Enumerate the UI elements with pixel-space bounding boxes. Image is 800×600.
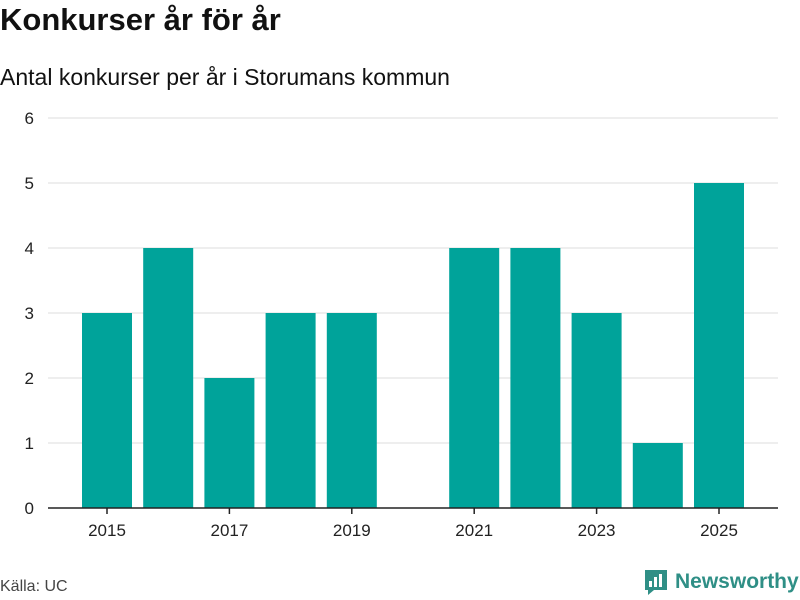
x-tick-label: 2023 bbox=[578, 521, 616, 540]
bar-2024[interactable] bbox=[632, 443, 683, 508]
brand-name: Newsworthy bbox=[675, 570, 799, 593]
chart-subtitle: Antal konkurser per år i Storumans kommu… bbox=[0, 64, 450, 90]
bar-2023[interactable] bbox=[571, 313, 622, 508]
x-tick-label: 2017 bbox=[210, 521, 248, 540]
x-tick-label: 2025 bbox=[700, 521, 738, 540]
y-tick-label: 1 bbox=[25, 434, 34, 453]
x-tick-label: 2015 bbox=[88, 521, 126, 540]
bars bbox=[82, 183, 744, 508]
y-tick-labels: 0 1 2 3 4 5 6 bbox=[25, 109, 34, 518]
bar-2018[interactable] bbox=[265, 313, 316, 508]
y-tick-label: 3 bbox=[25, 304, 34, 323]
y-tick-label: 4 bbox=[25, 239, 34, 258]
chart-title: Konkurser år för år bbox=[0, 2, 281, 37]
bar-2019[interactable] bbox=[326, 313, 377, 508]
brand-logo[interactable]: Newsworthy bbox=[643, 568, 799, 596]
bar-2021[interactable] bbox=[449, 248, 500, 508]
bar-2017[interactable] bbox=[204, 378, 255, 508]
x-axis bbox=[48, 507, 778, 514]
bar-2016[interactable] bbox=[143, 248, 194, 508]
y-tick-label: 0 bbox=[25, 499, 34, 518]
x-tick-labels: 2015 2017 2019 2021 2023 2025 bbox=[88, 521, 738, 540]
newsworthy-logo-icon bbox=[645, 570, 667, 595]
y-tick-label: 6 bbox=[25, 109, 34, 128]
y-tick-label: 2 bbox=[25, 369, 34, 388]
x-tick-label: 2019 bbox=[333, 521, 371, 540]
bar-2015[interactable] bbox=[82, 313, 132, 508]
bar-2022[interactable] bbox=[510, 248, 561, 508]
x-tick-label: 2021 bbox=[455, 521, 493, 540]
y-tick-label: 5 bbox=[25, 174, 34, 193]
bar-2025[interactable] bbox=[694, 183, 744, 508]
source-note: Källa: UC bbox=[0, 578, 68, 595]
